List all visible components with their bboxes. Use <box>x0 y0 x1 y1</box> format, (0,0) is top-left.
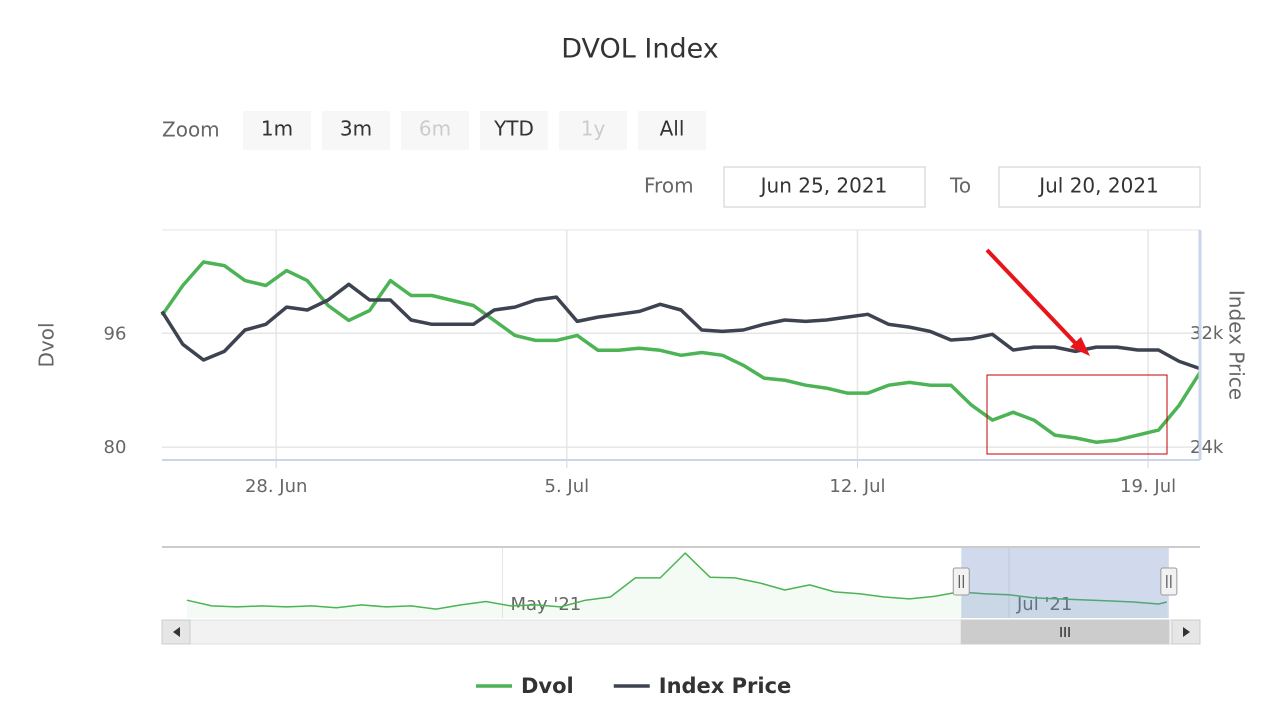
legend-label[interactable]: Index Price <box>659 674 792 698</box>
from-input[interactable] <box>723 166 926 208</box>
range-button-label[interactable]: All <box>660 117 685 141</box>
range-buttons: 1m 3m 6m YTD 1y All <box>243 111 706 150</box>
series-line <box>160 282 1201 371</box>
legend: Dvol Index Price <box>476 674 791 698</box>
legend-label[interactable]: Dvol <box>521 674 574 698</box>
navigator-line <box>186 552 1167 610</box>
range-button[interactable] <box>638 111 706 150</box>
annotation-arrow <box>985 248 1082 350</box>
scroll-right-arrow <box>1183 627 1190 637</box>
x-tick-label: 28. Jun <box>245 476 307 497</box>
x-tick-label: 19. Jul <box>1120 476 1176 497</box>
range-button-label: 6m <box>419 117 451 141</box>
y2-tick-label: 24k <box>1190 437 1224 458</box>
range-button[interactable] <box>243 111 311 150</box>
range-button <box>559 111 627 150</box>
grid: 28. Jun 5. Jul 12. Jul 19. Jul 80 96 24k 32k <box>104 230 1224 497</box>
x-tick-label: 12. Jul <box>829 476 885 497</box>
to-date[interactable]: Jul 20, 2021 <box>1037 174 1159 198</box>
zoom-label: Zoom <box>162 118 220 142</box>
range-button-label: 1y <box>581 117 606 141</box>
from-date[interactable]: Jun 25, 2021 <box>759 174 888 198</box>
scroll-left-button[interactable] <box>161 619 191 645</box>
y2-axis-title: Index Price <box>1225 290 1249 400</box>
range-button-label[interactable]: 1m <box>261 117 293 141</box>
range-button[interactable] <box>480 111 548 150</box>
y-axis-title: Dvol <box>35 322 59 367</box>
navigator-selection <box>952 548 1178 645</box>
to-input[interactable] <box>998 166 1201 208</box>
range-button[interactable] <box>322 111 390 150</box>
x-tick-label: 5. Jul <box>545 476 590 497</box>
navigator-mask <box>961 548 1169 618</box>
from-label: From <box>644 174 694 198</box>
scroll-left-arrow <box>173 627 180 637</box>
annotation-arrowhead <box>1070 337 1090 356</box>
series-line <box>160 260 1202 444</box>
range-button-label[interactable]: YTD <box>493 117 534 141</box>
range-button-label[interactable]: 3m <box>340 117 372 141</box>
navigator-handle[interactable] <box>952 567 970 596</box>
navigator-area <box>186 553 1167 618</box>
chart-title: DVOL Index <box>561 34 719 65</box>
to-label: To <box>949 174 971 198</box>
range-button <box>401 111 469 150</box>
navigator-handle[interactable] <box>1160 567 1178 596</box>
series-lines <box>160 260 1202 444</box>
y2-tick-label: 32k <box>1190 323 1224 344</box>
navigator: May '21Jul '21 <box>186 548 1167 618</box>
annotation-box <box>986 374 1168 455</box>
navigator-tick-label: May '21 <box>510 594 581 615</box>
y-tick-label: 80 <box>104 437 127 458</box>
y-tick-label: 96 <box>104 323 127 344</box>
